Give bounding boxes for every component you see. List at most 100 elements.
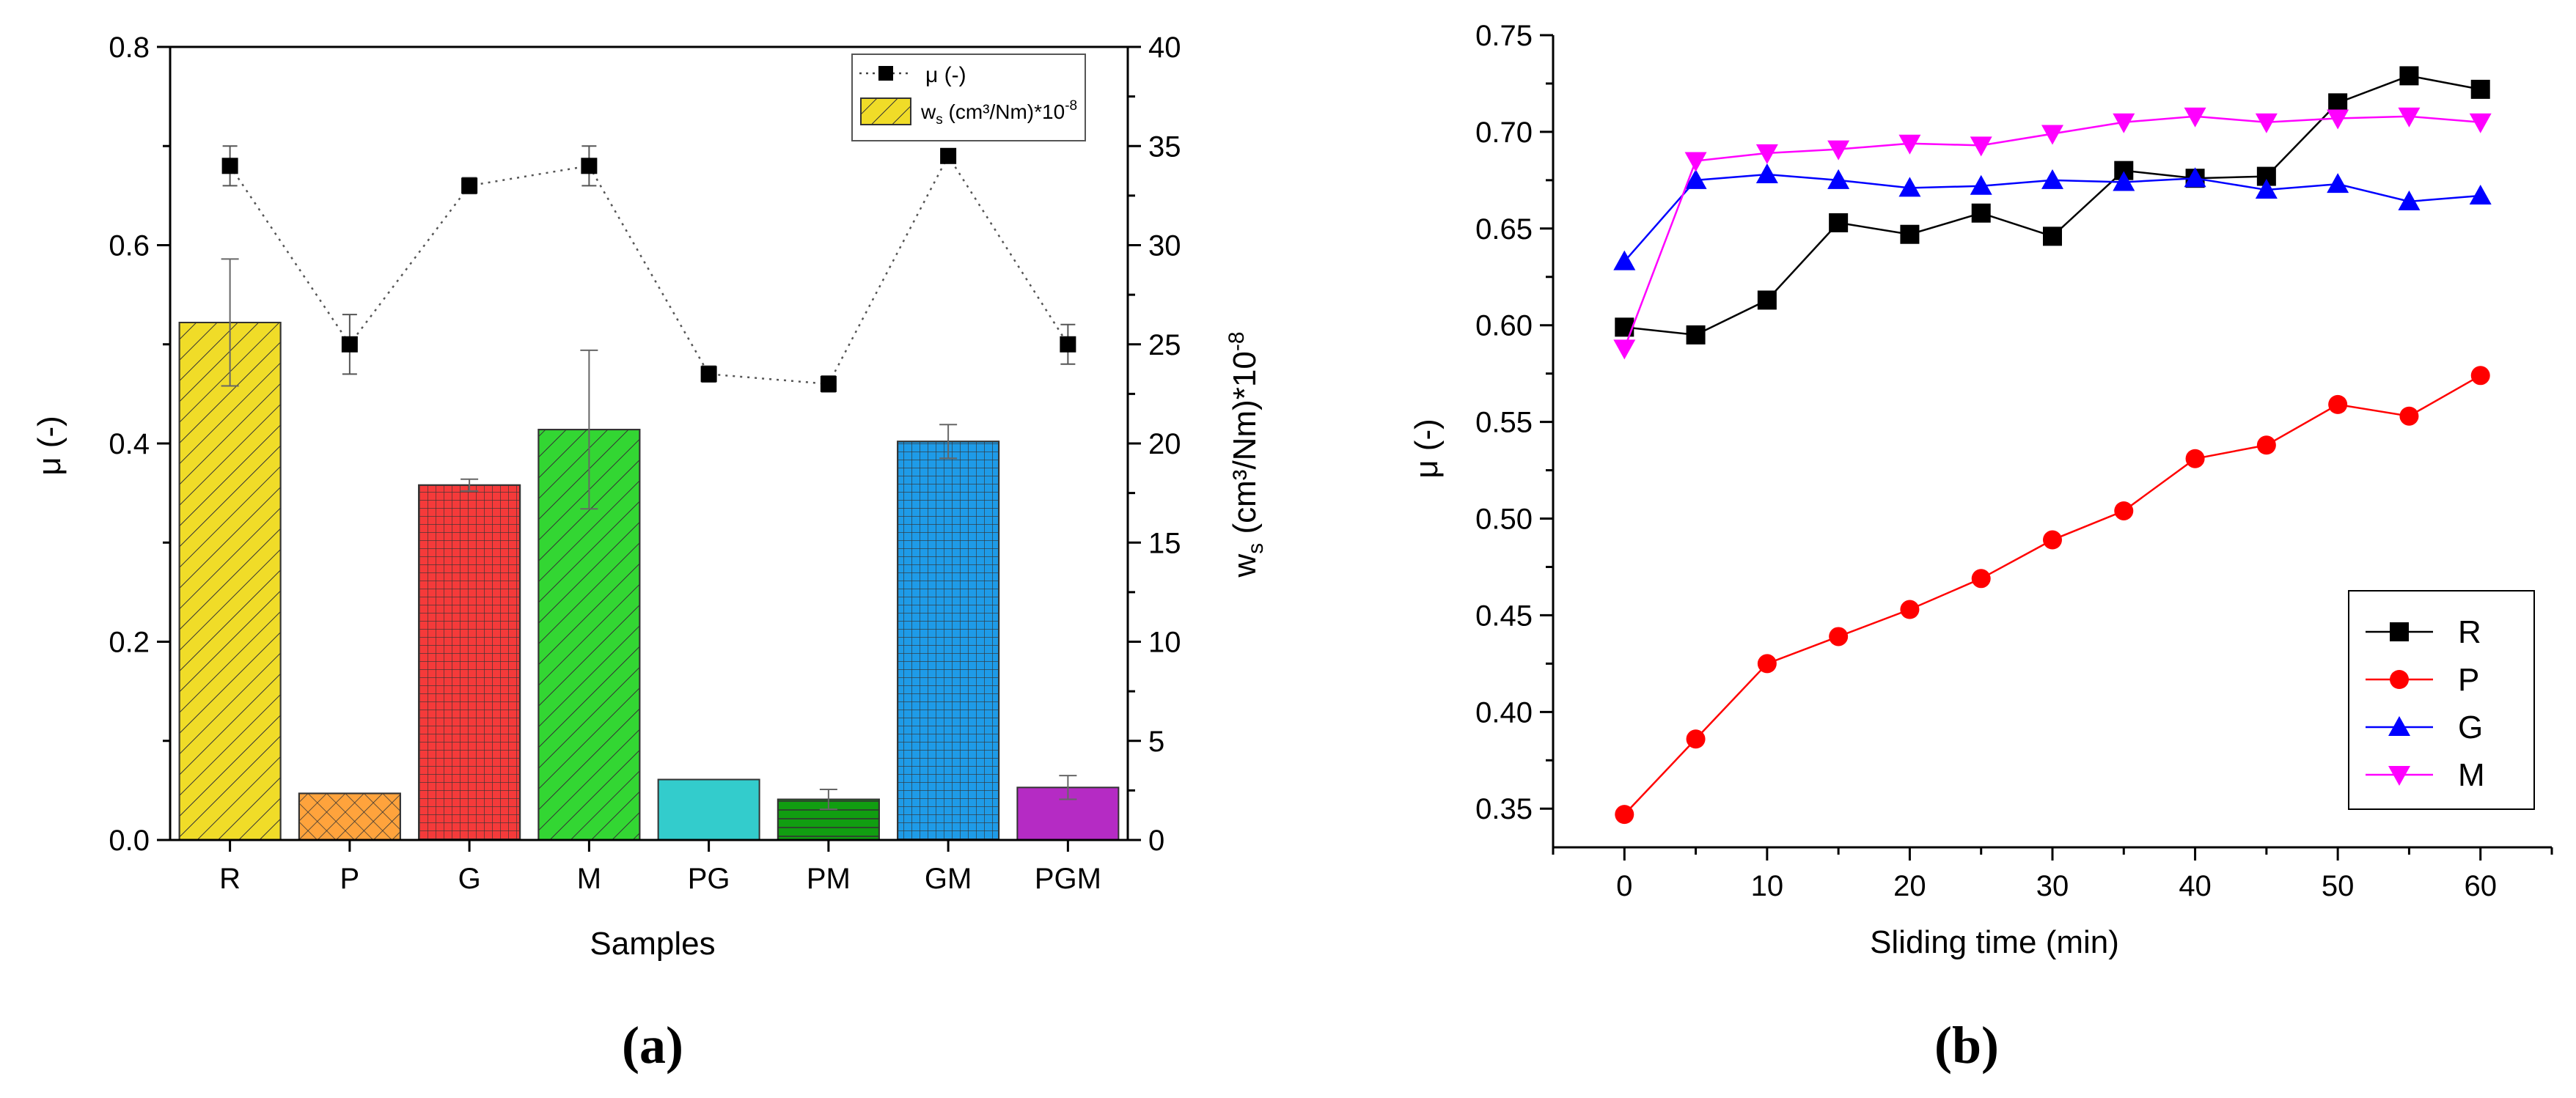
b-legend-label-p: P — [2458, 662, 2479, 698]
a-y-tick-label: 0.0 — [109, 825, 150, 857]
b-point-m — [1684, 152, 1707, 172]
b-legend-marker-r — [2390, 622, 2409, 641]
a-bar — [657, 778, 760, 841]
a-mu-point — [940, 147, 957, 164]
b-series-line-r — [1624, 75, 2481, 336]
a-y2-tick-label: 5 — [1148, 726, 1164, 758]
b-y-tick-label: 0.35 — [1475, 793, 1533, 825]
b-x-axis-title: Sliding time (min) — [1870, 924, 2119, 960]
b-point-r — [2470, 79, 2490, 99]
b-x-tick-label: 40 — [2179, 870, 2212, 902]
a-y2-tick-label: 20 — [1148, 428, 1181, 460]
b-legend-marker-g — [2388, 716, 2410, 736]
b-x-tick-label: 50 — [2322, 870, 2355, 902]
b-point-g — [1898, 177, 1921, 197]
a-bar-pattern — [178, 321, 282, 841]
a-y2-tick-label: 0 — [1148, 825, 1164, 857]
b-series-layer — [1613, 66, 2492, 825]
b-point-p — [1829, 627, 1849, 646]
a-mu-point — [820, 375, 837, 392]
a-bars-layer — [178, 258, 1120, 841]
a-x-tick-label: M — [577, 863, 601, 895]
b-point-g — [2041, 169, 2063, 189]
a-y-tick-label: 0.8 — [109, 32, 150, 64]
b-point-m — [1827, 140, 1850, 161]
b-legend-label-m: M — [2458, 757, 2485, 793]
a-mu-point — [1060, 336, 1076, 353]
b-point-m — [1755, 144, 1778, 164]
a-y2-tick-label: 35 — [1148, 130, 1181, 163]
b-point-r — [1900, 224, 1920, 244]
b-point-r — [1686, 325, 1706, 344]
b-point-g — [2255, 179, 2278, 199]
b-point-p — [2043, 530, 2062, 550]
b-point-m — [2327, 109, 2349, 130]
a-bar-pattern — [298, 792, 401, 841]
b-point-p — [1971, 569, 1991, 589]
b-point-m — [2255, 113, 2278, 133]
b-panel-label: (b) — [1934, 1016, 1999, 1075]
a-y2-tick-label: 25 — [1148, 329, 1181, 361]
b-point-r — [1829, 213, 1849, 232]
b-point-r — [1971, 203, 1991, 223]
b-y-tick-label: 0.45 — [1475, 600, 1533, 632]
b-y-tick-label: 0.50 — [1475, 504, 1533, 536]
b-point-p — [1900, 600, 1920, 619]
a-panel-label: (a) — [622, 1016, 683, 1075]
b-legend-marker-m — [2388, 766, 2410, 786]
b-x-tick-label: 0 — [1616, 870, 1632, 902]
a-x-tick-label: GM — [925, 863, 972, 895]
a-mu-point — [341, 336, 358, 353]
b-point-p — [2470, 366, 2490, 386]
b-point-m — [1898, 134, 1921, 155]
b-point-p — [1757, 654, 1777, 674]
a-mu-point — [461, 177, 478, 194]
a-x-tick-label: PM — [807, 863, 851, 895]
b-x-tick-label: 20 — [1893, 870, 1926, 902]
a-y-tick-label: 0.2 — [109, 627, 150, 659]
b-point-r — [1615, 317, 1634, 337]
b-point-p — [2328, 394, 2348, 414]
a-y2-tick-label: 15 — [1148, 527, 1181, 559]
a-y2-tick-label: 10 — [1148, 627, 1181, 659]
b-point-p — [1615, 805, 1634, 825]
a-x-tick-label: PG — [688, 863, 730, 895]
b-y-tick-label: 0.60 — [1475, 310, 1533, 342]
a-y2-axis-title: ws (cm³/Nm)*10-8 — [1225, 331, 1268, 578]
a-legend-mu-label: μ (-) — [925, 63, 966, 87]
b-x-tick-label: 10 — [1751, 870, 1784, 902]
b-point-g — [1684, 169, 1707, 189]
b-legend-label-r: R — [2458, 614, 2481, 650]
b-legend-marker-p — [2390, 670, 2409, 689]
a-legend: μ (-) ws (cm³/Nm)*10-8 — [851, 54, 1086, 141]
b-axes-layer: 0.35 0.40 0.45 0.50 0.55 0.60 0.65 0.70 0.75 0 10 2… — [1475, 20, 2553, 902]
a-y2-tick-label: 30 — [1148, 230, 1181, 262]
panel-b-chart: 0.35 0.40 0.45 0.50 0.55 0.60 0.65 0.70 0.75 0 10 2… — [1409, 20, 2553, 1075]
a-x-tick-label: PGM — [1035, 863, 1101, 895]
b-point-m — [1613, 339, 1636, 360]
b-y-tick-label: 0.75 — [1475, 20, 1533, 52]
a-legend-ws-label: ws (cm³/Nm)*10-8 — [920, 98, 1077, 128]
a-mu-point — [700, 366, 717, 383]
b-point-m — [2041, 125, 2063, 145]
b-point-m — [2184, 107, 2206, 128]
b-point-p — [2399, 406, 2419, 426]
a-x-tick-label: P — [340, 863, 360, 895]
b-point-r — [2043, 226, 2062, 246]
b-y-tick-label: 0.40 — [1475, 696, 1533, 729]
b-point-g — [2398, 190, 2421, 210]
b-y-axis-title: μ (-) — [1409, 419, 1445, 479]
a-x-tick-label: R — [219, 863, 241, 895]
b-legend-frame — [2348, 590, 2535, 810]
a-y-axis-title: μ (-) — [32, 416, 67, 476]
b-point-r — [2328, 93, 2348, 113]
b-y-tick-label: 0.55 — [1475, 407, 1533, 439]
b-point-m — [2469, 113, 2492, 133]
b-point-p — [2185, 449, 2205, 468]
b-y-tick-label: 0.65 — [1475, 213, 1533, 246]
a-x-tick-label: G — [458, 863, 481, 895]
b-point-g — [1613, 250, 1636, 270]
b-point-m — [1970, 136, 1992, 157]
